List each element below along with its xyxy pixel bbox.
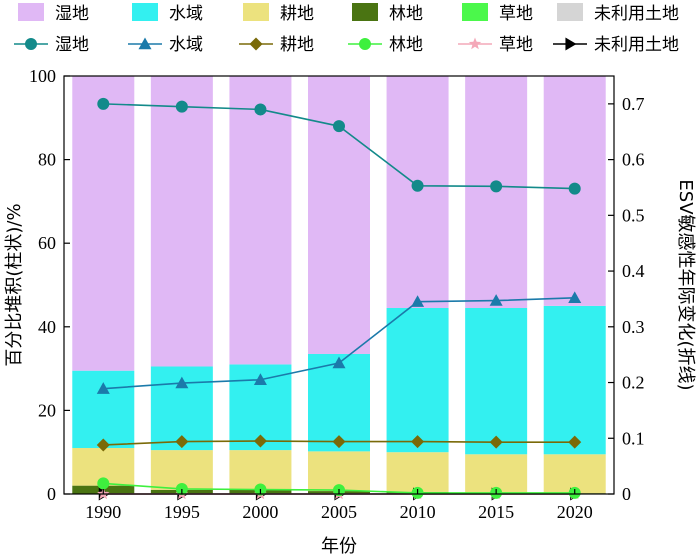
point-水域-1990 [96,382,110,394]
bar-耕地-2015 [465,454,528,494]
legend-label-湿地: 湿地 [55,4,89,24]
y2-tick-label: 0.3 [622,317,645,337]
point-耕地-2020 [568,435,582,449]
point-耕地-2015 [489,435,503,449]
legend-lines: 湿地 水域 耕地 林地 草地 未利用土地 [14,35,679,55]
y-axis-right: 0 0.1 0.2 0.3 0.4 0.5 0.6 0.7 [608,94,645,504]
point-耕地-1995 [175,435,189,449]
legend-swatch-草地 [462,3,488,21]
legend-marker-湿地 [25,38,37,50]
point-湿地-2010 [411,179,424,192]
point-湿地-2000 [254,103,267,116]
legend-marker-未利用土地 [565,37,577,51]
y-tick-label: 40 [38,317,56,337]
legend-marker-林地 [359,38,371,50]
stacked-bars [72,76,606,494]
legend-marker-水域 [138,37,152,50]
y-tick-label: 80 [38,150,56,170]
point-水域-2015 [489,294,503,306]
y-tick-label: 100 [29,66,56,86]
point-湿地-2005 [333,120,345,133]
point-水域-2005 [332,356,346,369]
legend-marker-草地 [468,37,482,50]
y2-tick-label: 0.1 [622,428,645,448]
point-湿地-1995 [175,100,188,113]
point-耕地-1990 [96,438,110,452]
point-水域-2010 [411,295,425,307]
point-湿地-1990 [97,97,110,110]
legend-line-label-耕地: 耕地 [280,35,314,55]
y-axis-label: 百分比堆积(柱状)/% [4,203,25,366]
y-tick-label: 20 [38,400,56,420]
point-耕地-2005 [332,435,346,449]
legend-swatch-湿地 [18,3,44,21]
legend-swatch-耕地 [243,3,269,21]
y-tick-label: 0 [47,484,56,504]
x-tick-label: 2020 [557,502,593,522]
point-水域-1995 [175,376,189,389]
bar-湿地-2000 [229,76,292,365]
x-axis: 1990 1995 2000 2005 2010 2015 2020 [85,489,593,522]
legend-label-林地: 林地 [389,4,423,24]
bar-湿地-1995 [150,76,213,367]
bar-耕地-2010 [386,452,449,492]
legend-line-label-未利用土地: 未利用土地 [594,35,679,55]
point-湿地-2015 [490,180,503,193]
x-tick-label: 1995 [164,502,200,522]
y2-tick-label: 0.7 [622,94,645,114]
x-tick-label: 2000 [242,502,278,522]
point-水域-2000 [253,373,267,385]
point-湿地-2020 [568,182,581,195]
legend-label-未利用土地: 未利用土地 [594,4,679,24]
y2-tick-label: 0.2 [622,373,645,393]
y2-tick-label: 0 [622,484,631,504]
legend-line-label-水域: 水域 [169,35,203,55]
legend-label-草地: 草地 [499,4,533,24]
legend-line-label-林地: 林地 [389,35,423,55]
bar-水域-2010 [386,307,449,453]
point-耕地-2000 [253,434,267,448]
legend-bars: 湿地 水域 耕地 林地 草地 未利用土地 [18,3,679,24]
legend-label-耕地: 耕地 [280,4,314,24]
legend-swatch-林地 [352,3,378,21]
bar-耕地-2020 [543,454,606,494]
point-耕地-2010 [411,435,425,449]
y2-tick-label: 0.4 [622,261,645,281]
y2-tick-label: 0.5 [622,205,645,225]
x-tick-label: 1990 [85,502,121,522]
bar-耕地-2000 [229,450,292,490]
bar-湿地-1990 [72,76,135,371]
y-axis-left: 0 20 40 60 80 100 [29,66,70,504]
bar-水域-2020 [543,305,606,455]
x-tick-label: 2015 [478,502,514,522]
bar-湿地-2005 [308,76,370,354]
bar-湿地-2010 [386,76,449,308]
legend-line-label-湿地: 湿地 [55,35,89,55]
legend-label-水域: 水域 [169,4,203,24]
y2-tick-label: 0.6 [622,150,645,170]
legend-swatch-水域 [132,3,158,21]
point-林地-1990 [97,477,110,490]
legend-swatch-未利用土地 [557,3,583,21]
x-tick-label: 2005 [321,502,357,522]
bar-水域-2015 [465,307,528,455]
y-tick-label: 60 [38,233,56,253]
x-tick-label: 2010 [400,502,436,522]
legend-marker-耕地 [249,37,263,51]
point-水域-2020 [568,291,582,304]
x-axis-label: 年份 [321,536,357,557]
legend-line-label-草地: 草地 [499,35,533,55]
y2-axis-label: ESV敏感性年际变化(折线) [675,179,696,390]
